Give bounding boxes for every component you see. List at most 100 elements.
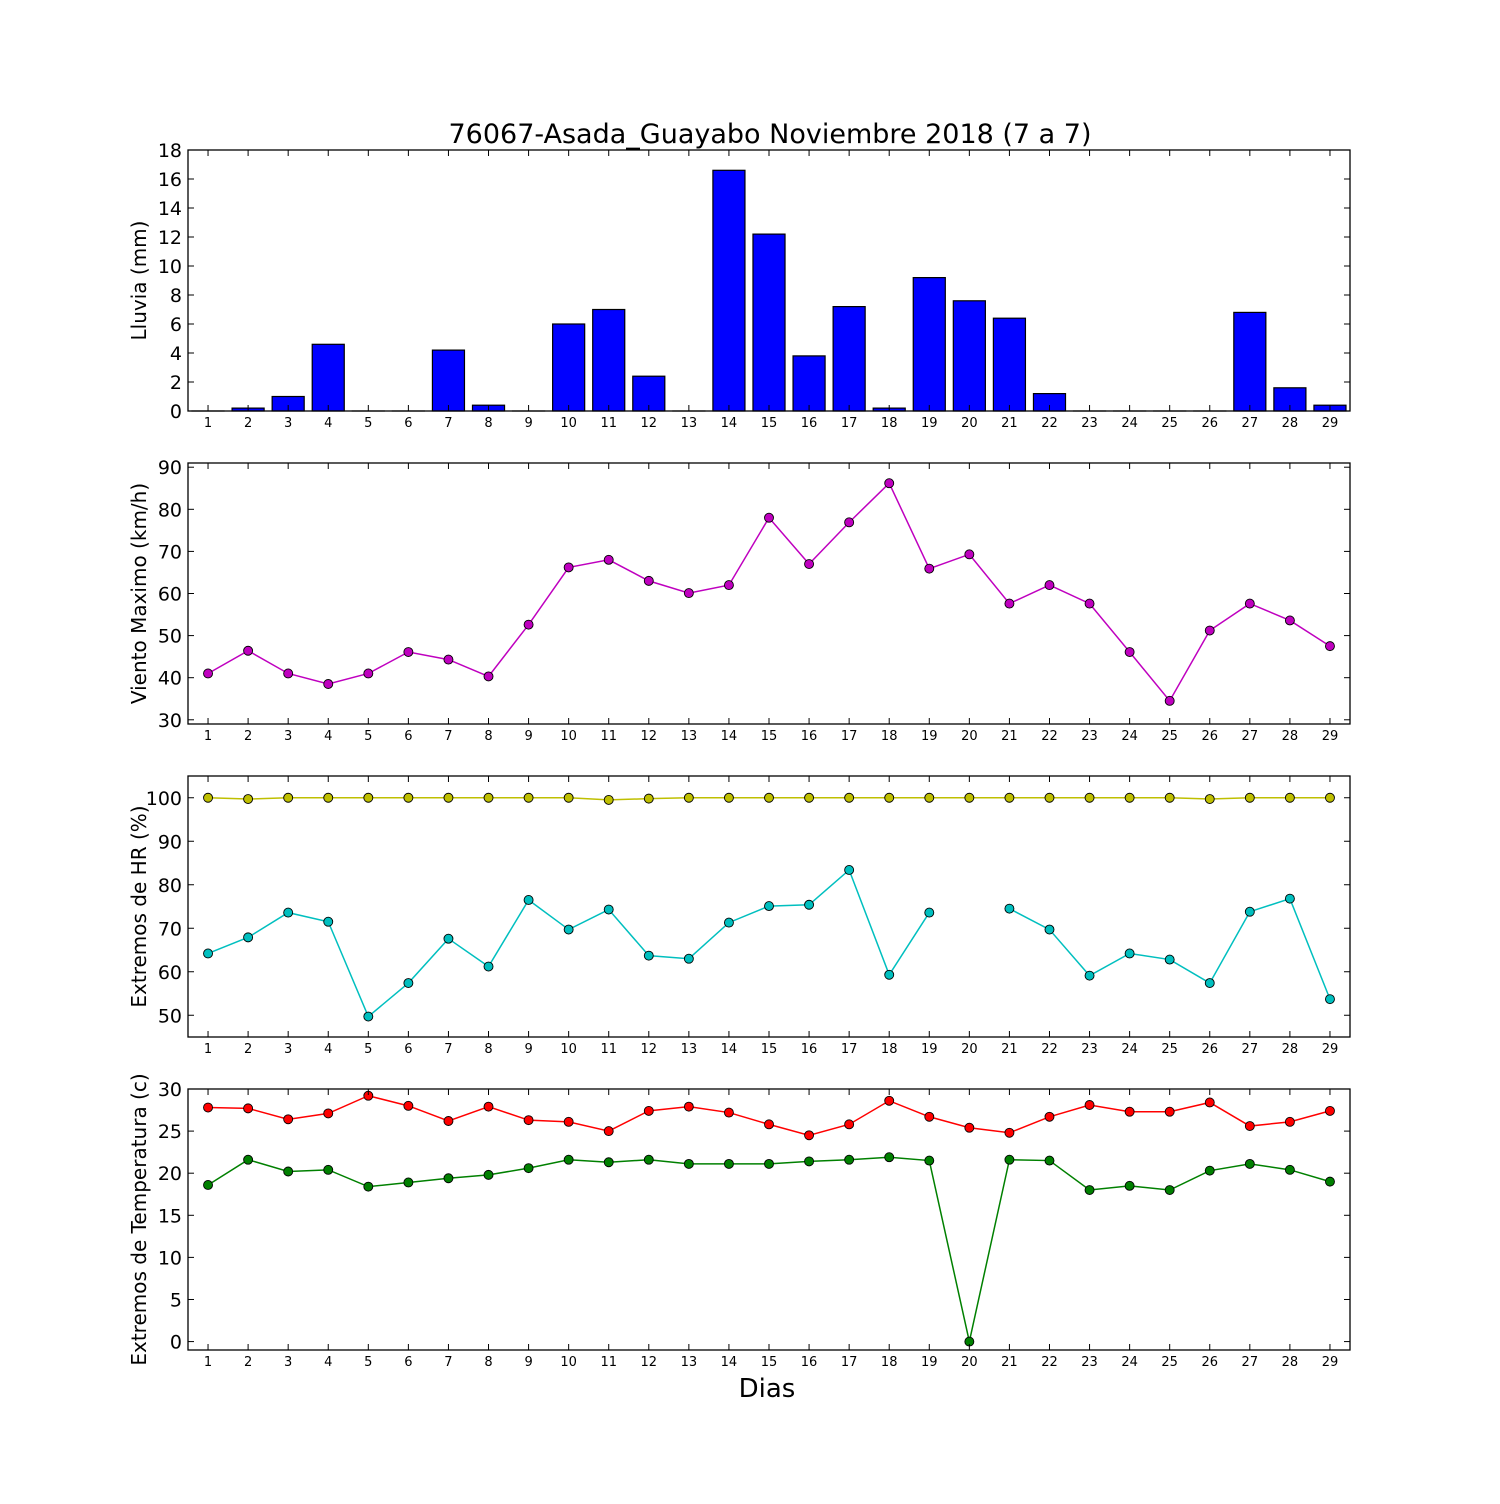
- series-1-point-day-4: [324, 1109, 333, 1118]
- series-1-point-day-23: [1085, 599, 1094, 608]
- series-2-point-day-8: [484, 962, 493, 971]
- series-1-point-day-5: [364, 669, 373, 678]
- y-tick-label: 15: [158, 1205, 182, 1227]
- series-1-point-day-25: [1165, 696, 1174, 705]
- series-1-point-day-7: [444, 793, 453, 802]
- x-tick-label: 25: [1161, 1355, 1178, 1370]
- x-tick-label: 8: [484, 1042, 492, 1057]
- x-tick-label: 17: [841, 1355, 858, 1370]
- x-tick-label: 8: [484, 416, 492, 431]
- x-tick-label: 1: [204, 416, 212, 431]
- series-1-point-day-25: [1165, 793, 1174, 802]
- series-2-point-day-27: [1245, 1159, 1254, 1168]
- y-axis-label: Viento Maximo (km/h): [127, 483, 151, 704]
- y-tick-label: 18: [158, 140, 182, 162]
- x-tick-label: 28: [1282, 729, 1299, 744]
- x-tick-label: 5: [364, 416, 372, 431]
- x-tick-label: 18: [881, 729, 898, 744]
- x-tick-label: 4: [324, 729, 332, 744]
- series-2-point-day-21: [1005, 1155, 1014, 1164]
- x-tick-label: 23: [1081, 1355, 1098, 1370]
- series-2-point-day-29: [1325, 995, 1334, 1004]
- series-1-point-day-22: [1045, 581, 1054, 590]
- series-1-point-day-10: [564, 793, 573, 802]
- x-tick-label: 13: [681, 729, 698, 744]
- series-2-point-day-19: [925, 908, 934, 917]
- x-tick-label: 10: [560, 1355, 577, 1370]
- series-1-point-day-10: [564, 1117, 573, 1126]
- y-tick-label: 12: [158, 227, 182, 249]
- x-tick-label: 27: [1242, 729, 1259, 744]
- x-tick-label: 16: [801, 1355, 818, 1370]
- series-1-point-day-13: [684, 793, 693, 802]
- series-2-point-day-17: [845, 865, 854, 874]
- x-tick-label: 15: [761, 729, 778, 744]
- y-tick-label: 60: [158, 584, 182, 606]
- y-tick-label: 20: [158, 1163, 182, 1185]
- x-tick-label: 3: [284, 729, 292, 744]
- series-1-point-day-28: [1285, 1117, 1294, 1126]
- x-tick-label: 28: [1282, 1355, 1299, 1370]
- series-2-point-day-12: [644, 1155, 653, 1164]
- series-1-point-day-15: [765, 513, 774, 522]
- series-2-point-day-10: [564, 925, 573, 934]
- x-tick-label: 5: [364, 1042, 372, 1057]
- x-tick-label: 9: [524, 729, 532, 744]
- x-tick-label: 13: [681, 1042, 698, 1057]
- y-tick-label: 50: [158, 1005, 182, 1027]
- series-1-point-day-16: [805, 793, 814, 802]
- series-1-point-day-16: [805, 1131, 814, 1140]
- series-2-point-day-7: [444, 934, 453, 943]
- x-tick-label: 3: [284, 416, 292, 431]
- y-tick-label: 40: [158, 668, 182, 690]
- series-2-point-day-23: [1085, 1186, 1094, 1195]
- series-1-point-day-8: [484, 672, 493, 681]
- series-2-point-day-21: [1005, 904, 1014, 913]
- y-tick-label: 6: [170, 314, 182, 336]
- series-1-point-day-2: [244, 1104, 253, 1113]
- series-2-line: [208, 870, 1330, 1017]
- x-tick-label: 27: [1242, 1355, 1259, 1370]
- series-1-point-day-25: [1165, 1107, 1174, 1116]
- x-tick-label: 29: [1322, 1042, 1339, 1057]
- series-2-point-day-11: [604, 1158, 613, 1167]
- series-1-point-day-1: [204, 1103, 213, 1112]
- series-2-point-day-13: [684, 954, 693, 963]
- x-tick-label: 26: [1201, 1355, 1218, 1370]
- series-2-point-day-12: [644, 951, 653, 960]
- series-1-point-day-26: [1205, 795, 1214, 804]
- series-2-point-day-3: [284, 1167, 293, 1176]
- bar-day-11: [593, 310, 625, 412]
- y-tick-label: 25: [158, 1121, 182, 1143]
- series-1-point-day-13: [684, 589, 693, 598]
- series-1-point-day-4: [324, 680, 333, 689]
- x-tick-label: 20: [961, 416, 978, 431]
- series-1-point-day-18: [885, 793, 894, 802]
- x-tick-label: 21: [1001, 1042, 1018, 1057]
- x-tick-label: 9: [524, 416, 532, 431]
- x-tick-label: 10: [560, 1042, 577, 1057]
- x-tick-label: 14: [721, 1355, 738, 1370]
- series-1-point-day-14: [724, 581, 733, 590]
- y-tick-label: 70: [158, 541, 182, 563]
- series-1-point-day-6: [404, 1101, 413, 1110]
- series-2-line: [208, 1157, 1330, 1341]
- y-tick-label: 80: [158, 875, 182, 897]
- series-1-point-day-29: [1325, 793, 1334, 802]
- series-1-point-day-17: [845, 793, 854, 802]
- x-tick-label: 26: [1201, 1042, 1218, 1057]
- series-2-point-day-14: [724, 1159, 733, 1168]
- x-tick-label: 25: [1161, 416, 1178, 431]
- series-1-point-day-10: [564, 563, 573, 572]
- x-tick-label: 19: [921, 729, 938, 744]
- series-2-point-day-7: [444, 1174, 453, 1183]
- series-1-point-day-17: [845, 518, 854, 527]
- series-1-point-day-23: [1085, 1100, 1094, 1109]
- bar-day-19: [913, 278, 945, 411]
- series-2-point-day-16: [805, 900, 814, 909]
- y-axis-label: Extremos de Temperatura (c): [127, 1073, 151, 1365]
- series-1-point-day-23: [1085, 793, 1094, 802]
- series-1-point-day-18: [885, 479, 894, 488]
- x-tick-label: 12: [641, 416, 658, 431]
